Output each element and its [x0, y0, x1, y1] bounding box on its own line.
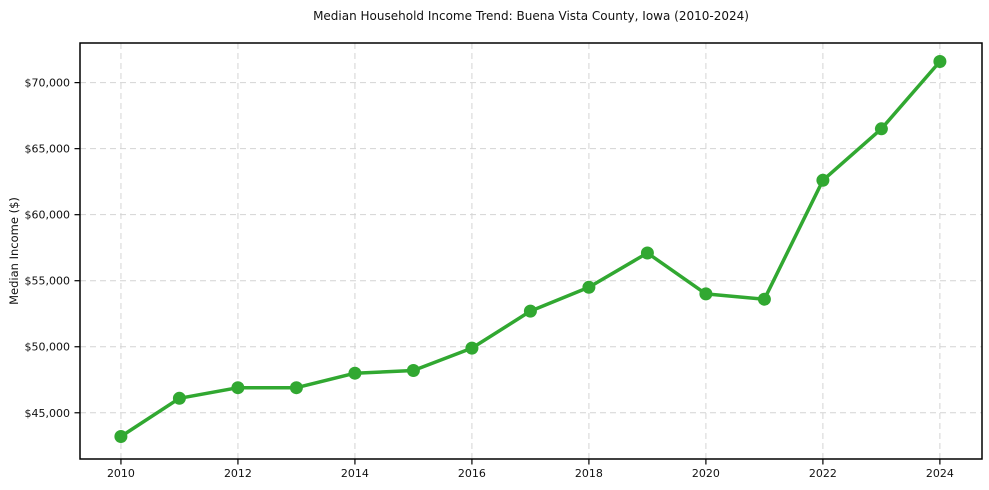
y-tick-label: $55,000 [25, 275, 71, 288]
data-point [699, 287, 713, 301]
chart-title: Median Household Income Trend: Buena Vis… [313, 9, 749, 23]
x-tick-label: 2020 [692, 467, 720, 480]
y-tick-label: $70,000 [25, 77, 71, 90]
x-tick-label: 2018 [575, 467, 603, 480]
data-point [582, 280, 596, 294]
x-tick-label: 2016 [458, 467, 486, 480]
data-point [523, 304, 537, 318]
data-point [816, 173, 830, 187]
y-tick-label: $50,000 [25, 341, 71, 354]
data-point [114, 430, 128, 443]
data-point [465, 341, 479, 355]
data-point [874, 122, 888, 136]
data-point [348, 366, 362, 380]
x-tick-label: 2010 [107, 467, 135, 480]
y-tick-label: $45,000 [25, 407, 71, 420]
x-tick-label: 2024 [926, 467, 954, 480]
data-point [231, 381, 245, 395]
data-point [172, 391, 186, 405]
x-tick-label: 2022 [809, 467, 837, 480]
plot-box [79, 42, 983, 460]
data-point [933, 55, 947, 68]
y-tick-label: $65,000 [25, 143, 71, 156]
data-point [640, 246, 654, 260]
x-tick-label: 2014 [341, 467, 369, 480]
data-point [406, 364, 420, 377]
data-point [757, 292, 771, 306]
y-tick-label: $60,000 [25, 209, 71, 222]
x-tick-label: 2012 [224, 467, 252, 480]
data-point [289, 381, 303, 395]
trend-line [119, 59, 942, 439]
